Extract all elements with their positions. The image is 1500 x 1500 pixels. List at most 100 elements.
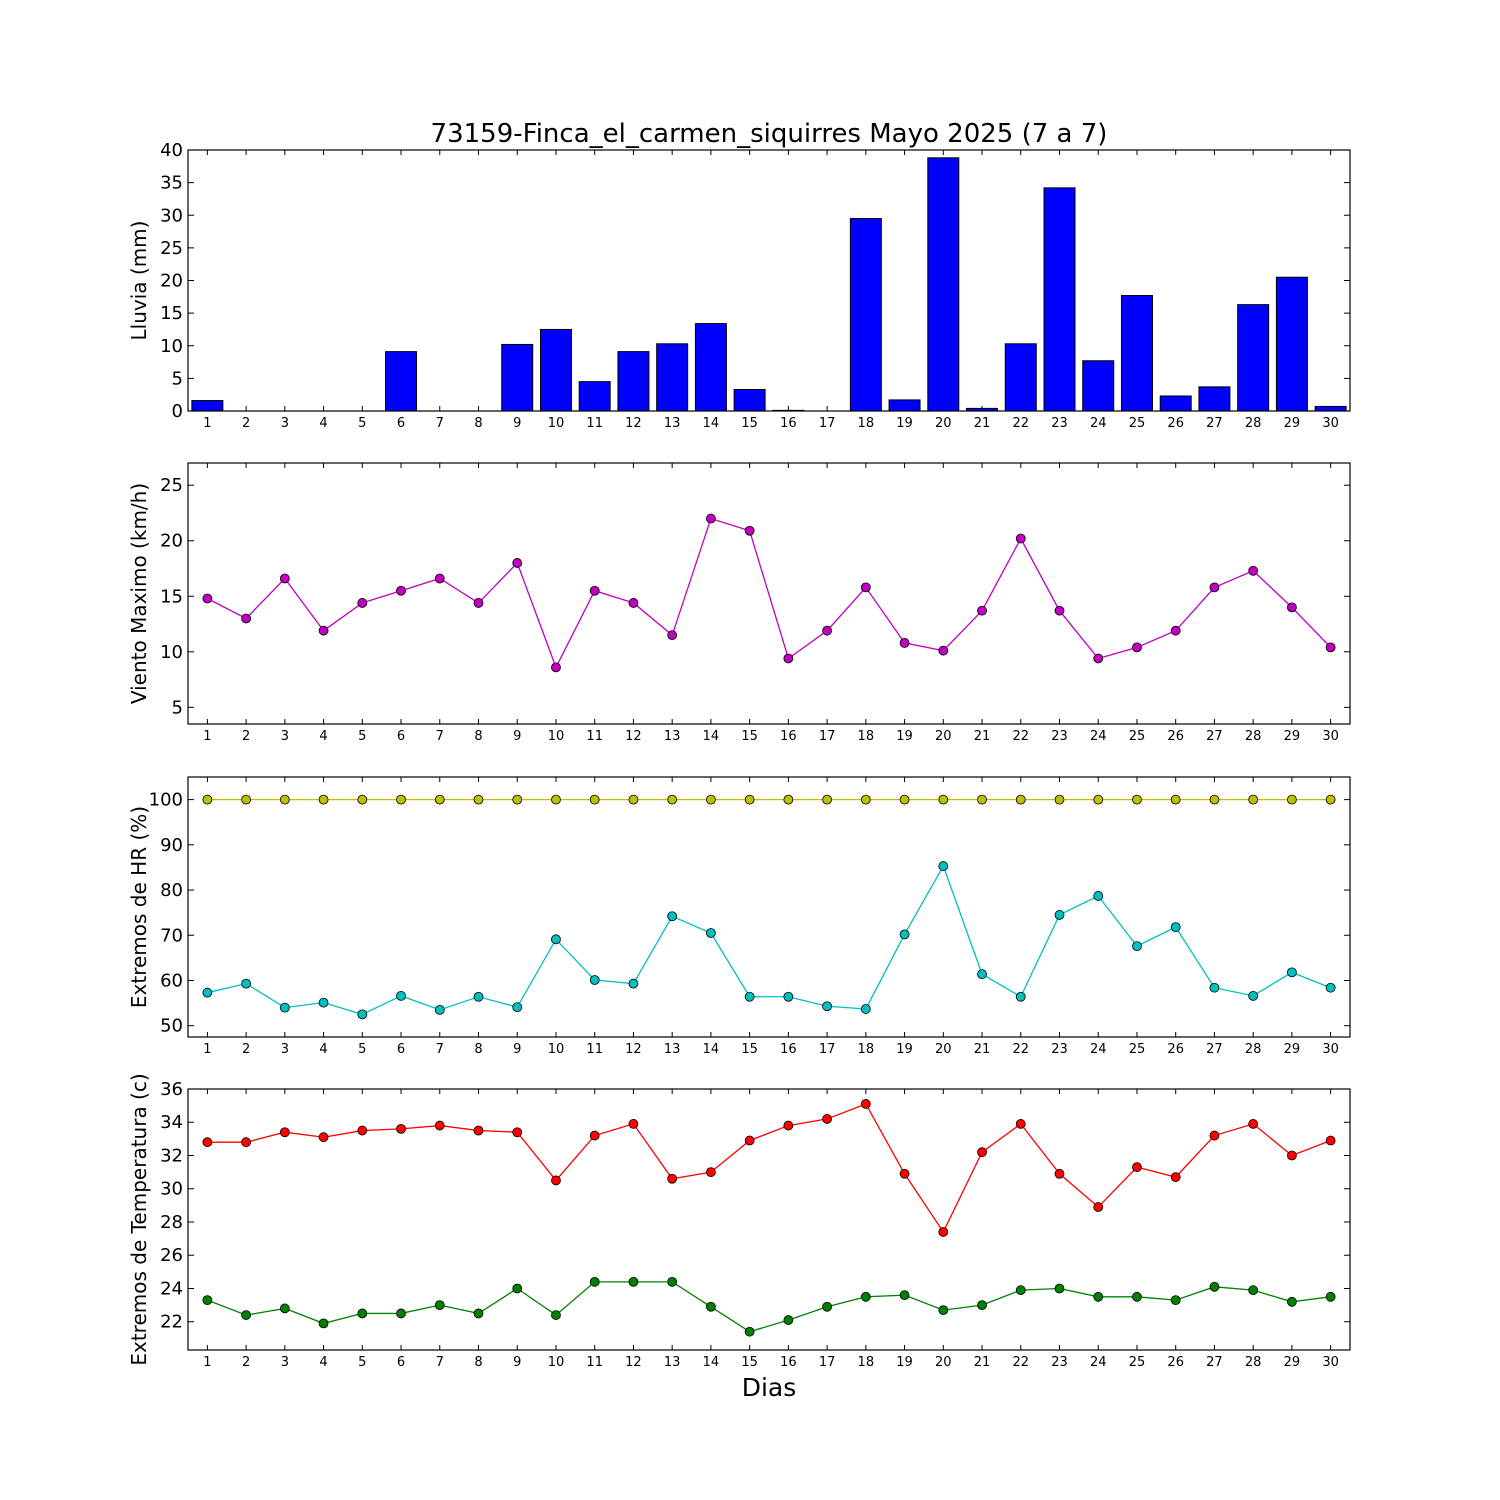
data-point: [1170, 922, 1181, 933]
x-tick-label: 1: [203, 416, 211, 431]
rain-bar: [1275, 276, 1308, 412]
y-tick-label: 15: [160, 586, 183, 607]
data-point: [396, 990, 406, 1001]
data-point: [396, 585, 406, 596]
data-point: [473, 598, 484, 608]
y-tick-label: 15: [160, 303, 183, 324]
x-tick-label: 21: [974, 1355, 991, 1370]
x-tick-label: 1: [203, 1042, 211, 1057]
data-point: [667, 1276, 678, 1287]
data-point: [589, 1130, 600, 1141]
data-point: [1093, 1202, 1104, 1212]
data-point: [1093, 653, 1104, 664]
x-tick-label: 17: [819, 416, 836, 431]
x-tick-label: 4: [319, 1355, 327, 1370]
data-point: [1015, 991, 1026, 1002]
x-tick-label: 15: [741, 1042, 758, 1057]
x-tick-label: 28: [1245, 416, 1262, 431]
data-point: [1287, 1150, 1297, 1161]
y-tick-label: 20: [160, 531, 183, 552]
x-tick-label: 9: [513, 1042, 521, 1057]
x-tick-label: 16: [780, 1355, 797, 1370]
x-tick-label: 20: [935, 1355, 952, 1370]
data-point: [938, 794, 949, 805]
x-tick-label: 3: [281, 1355, 289, 1370]
x-tick-label: 4: [319, 416, 327, 431]
x-tick-label: 22: [1012, 1355, 1029, 1370]
data-point: [241, 794, 252, 805]
data-point: [318, 1318, 329, 1329]
data-point: [1248, 990, 1259, 1001]
x-tick-label: 5: [358, 1042, 366, 1057]
x-tick-label: 16: [780, 416, 797, 431]
data-point: [628, 1276, 639, 1287]
data-point: [938, 1227, 949, 1237]
data-point: [628, 1119, 639, 1129]
data-point: [551, 794, 561, 805]
data-point: [628, 978, 639, 989]
data-point: [202, 987, 213, 998]
data-point: [744, 794, 755, 805]
data-point: [512, 1002, 523, 1013]
data-point: [783, 991, 794, 1002]
rain-bar: [1198, 386, 1231, 412]
data-point: [318, 794, 329, 805]
x-tick-label: 7: [436, 1042, 444, 1057]
data-point: [318, 997, 329, 1008]
y-tick-label: 5: [172, 697, 183, 718]
y-tick-label: 50: [160, 1016, 183, 1037]
x-tick-label: 23: [1051, 416, 1068, 431]
x-tick-label: 19: [896, 1042, 913, 1057]
data-point: [1287, 602, 1297, 613]
rain-bar: [1043, 187, 1076, 412]
data-point: [434, 1004, 445, 1015]
x-tick-label: 29: [1284, 729, 1301, 744]
data-point: [899, 929, 910, 940]
x-tick-label: 2: [242, 416, 250, 431]
x-tick-label: 6: [397, 729, 405, 744]
y-tick-label: 36: [160, 1079, 183, 1100]
rain-bar: [1120, 295, 1153, 412]
data-point: [860, 1004, 871, 1014]
data-point: [1015, 794, 1026, 805]
data-point: [434, 573, 445, 584]
data-point: [357, 1308, 368, 1319]
x-tick-label: 17: [819, 729, 836, 744]
data-point: [1325, 642, 1336, 653]
y-tick-label: 40: [160, 140, 183, 161]
x-tick-label: 18: [858, 416, 875, 431]
x-tick-label: 28: [1245, 1042, 1262, 1057]
data-point: [241, 1310, 252, 1320]
data-point: [396, 1123, 406, 1134]
data-point: [1015, 1119, 1026, 1129]
data-point: [279, 1002, 290, 1013]
x-tick-label: 1: [203, 729, 211, 744]
x-tick-label: 3: [281, 729, 289, 744]
plot-frame: [187, 149, 1351, 412]
x-tick-label: 7: [436, 416, 444, 431]
data-point: [822, 625, 832, 636]
x-tick-label: 16: [780, 1042, 797, 1057]
x-tick-label: 11: [586, 1042, 603, 1057]
data-point: [1054, 1168, 1065, 1179]
data-point: [667, 1173, 678, 1184]
x-tick-label: 29: [1284, 1042, 1301, 1057]
data-point: [783, 1120, 794, 1131]
data-point: [434, 1120, 445, 1131]
data-point: [241, 613, 252, 624]
x-axis-label: Dias: [742, 1373, 797, 1402]
data-point: [1209, 982, 1220, 993]
x-tick-label: 19: [896, 1355, 913, 1370]
data-point: [899, 794, 910, 805]
data-point: [977, 969, 987, 980]
data-point: [706, 1167, 716, 1178]
x-tick-label: 15: [741, 1355, 758, 1370]
x-tick-label: 3: [281, 416, 289, 431]
x-tick-label: 9: [513, 1355, 521, 1370]
data-point: [1054, 1283, 1065, 1294]
data-point: [202, 794, 213, 805]
data-point: [357, 598, 368, 608]
rain-bar: [539, 328, 572, 412]
x-tick-label: 25: [1129, 1355, 1146, 1370]
